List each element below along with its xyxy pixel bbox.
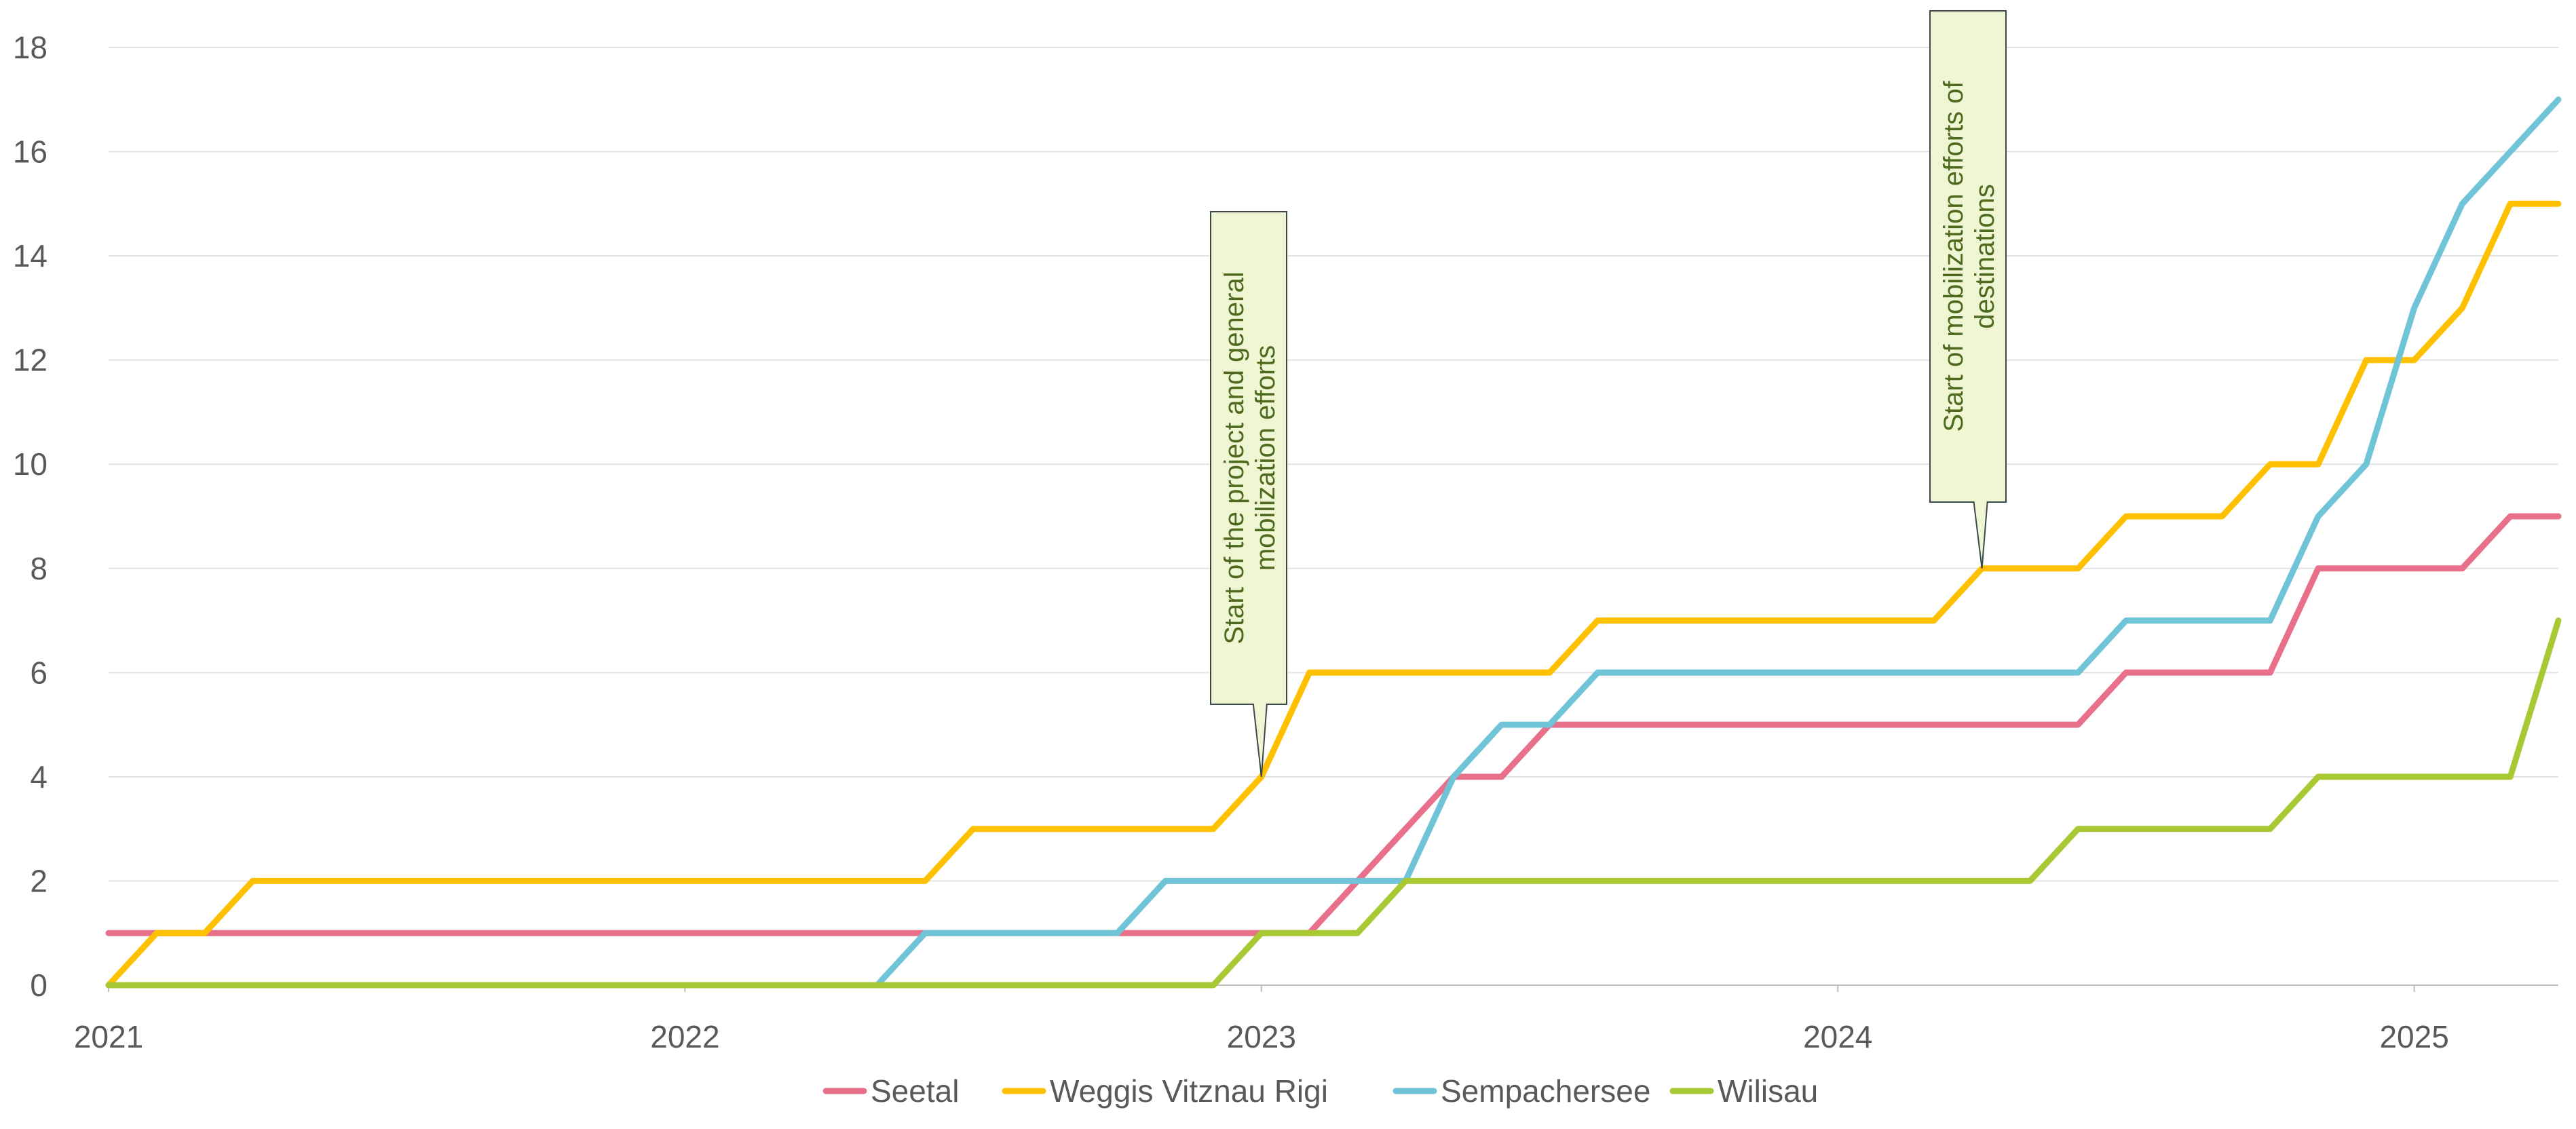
- legend-entry: Wilisau: [1669, 1073, 1818, 1109]
- series-line-wilisau: [105, 617, 2562, 989]
- legend-label: Seetal: [871, 1073, 959, 1109]
- annotation-callout: Start of mobilization efforts ofdestinat…: [1929, 10, 2007, 569]
- annotation-box: [1210, 211, 1287, 778]
- x-tick-label: 2022: [650, 1019, 719, 1054]
- annotations: Start of the project and generalmobiliza…: [1210, 10, 2007, 778]
- y-tick-label: 0: [30, 968, 48, 1003]
- series-line-sempachersee: [105, 96, 2562, 989]
- annotation-callout: Start of the project and generalmobiliza…: [1210, 211, 1287, 778]
- series-line-seetal: [105, 513, 2562, 936]
- x-tick-label: 2021: [74, 1019, 143, 1054]
- legend-label: Weggis Vitznau Rigi: [1050, 1073, 1328, 1109]
- annotation-text-line: mobilization efforts: [1251, 345, 1281, 571]
- annotation-text-line: destinations: [1970, 184, 2000, 328]
- annotation-text: Start of mobilization efforts ofdestinat…: [1939, 80, 2000, 432]
- legend-entry: Seetal: [822, 1073, 959, 1109]
- y-tick-label: 2: [30, 863, 48, 898]
- legend-label: Wilisau: [1718, 1073, 1818, 1109]
- y-tick-label: 12: [13, 343, 48, 378]
- y-tick-label: 16: [13, 134, 48, 170]
- series-lines: [105, 96, 2562, 989]
- y-tick-label: 8: [30, 551, 48, 586]
- legend-entry: Sempachersee: [1393, 1073, 1650, 1109]
- x-tick-label: 2024: [1803, 1019, 1872, 1054]
- annotation-text-line: Start of mobilization efforts of: [1939, 80, 1969, 432]
- axes: 0 2 4 6 8 10 12 14 16 18 2021 2022 2023 2024 2025: [13, 30, 2449, 1054]
- x-tick-label: 2025: [2379, 1019, 2448, 1054]
- legend-entry: Weggis Vitznau Rigi: [1002, 1073, 1328, 1109]
- y-tick-label: 6: [30, 655, 48, 690]
- annotation-box: [1929, 10, 2007, 569]
- series-line-weggis-vitznau-rigi: [105, 200, 2562, 989]
- y-tick-label: 4: [30, 759, 48, 795]
- annotation-text-line: Start of the project and general: [1219, 271, 1249, 644]
- y-tick-label: 18: [13, 30, 48, 65]
- legend: Seetal Weggis Vitznau Rigi Sempachersee Wil…: [822, 1073, 1818, 1109]
- y-tick-label: 10: [13, 446, 48, 482]
- x-tick-label: 2023: [1227, 1019, 1296, 1054]
- legend-label: Sempachersee: [1441, 1073, 1650, 1109]
- y-tick-label: 14: [13, 238, 48, 273]
- annotation-text: Start of the project and generalmobiliza…: [1219, 271, 1281, 644]
